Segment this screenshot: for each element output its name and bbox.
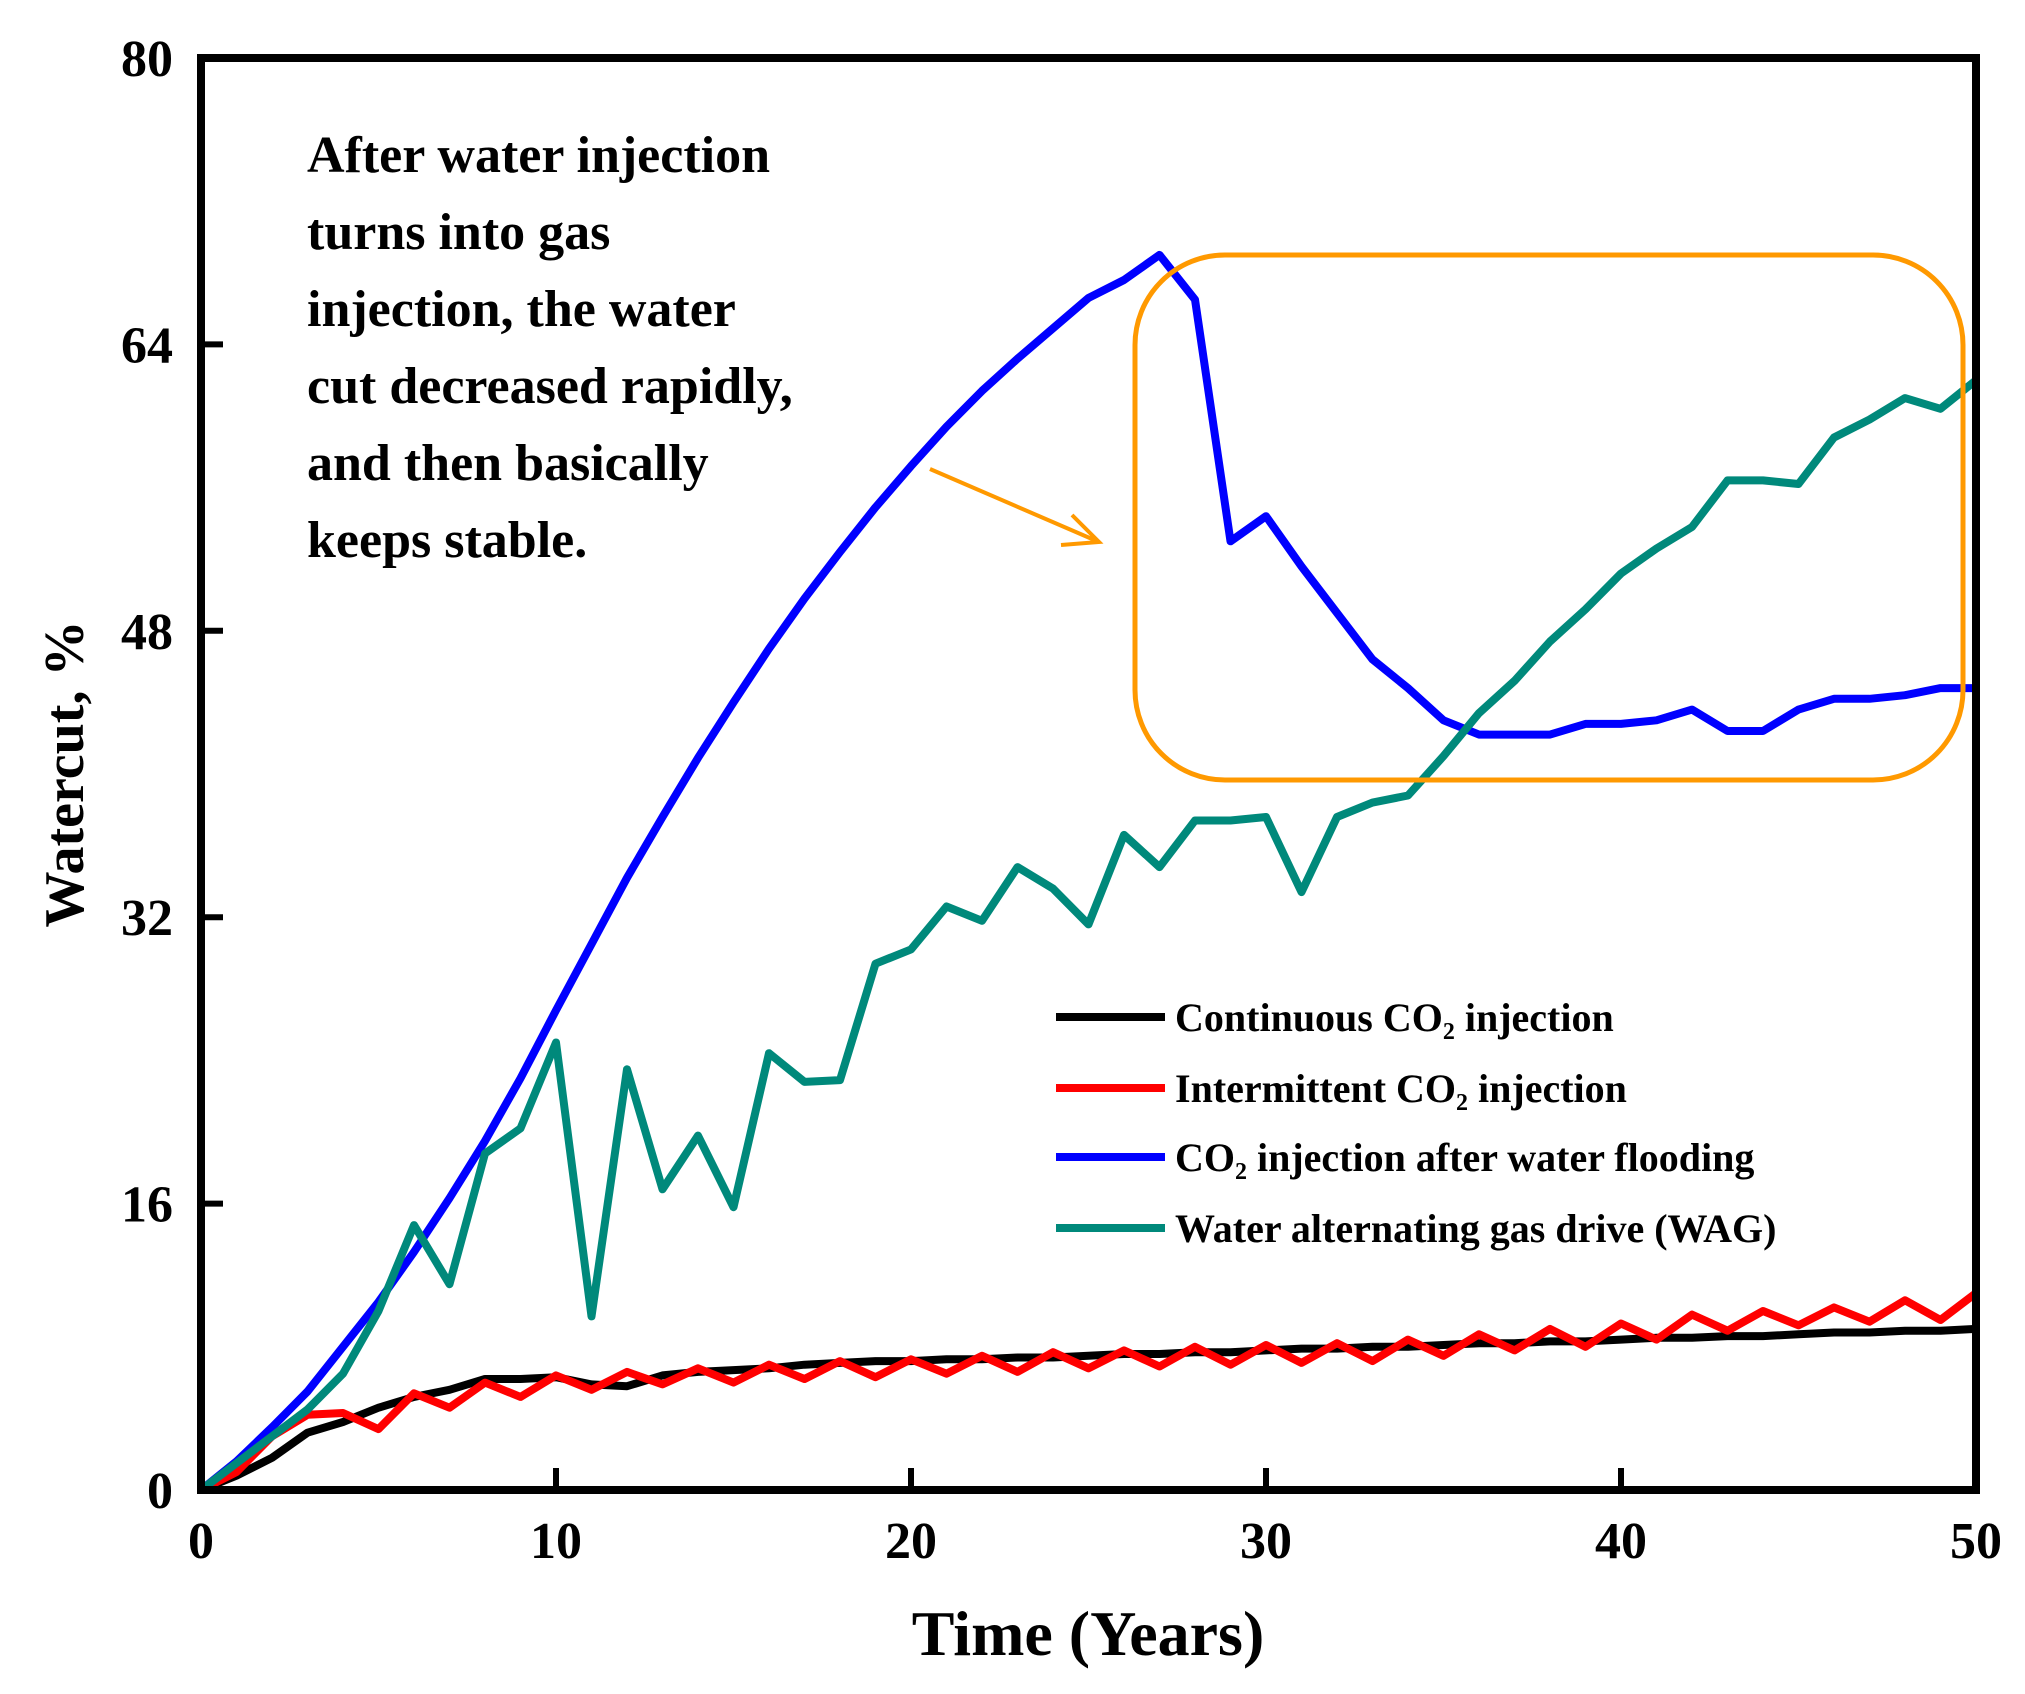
x-tick-label: 10 [530,1513,582,1570]
annotation-line: injection, the water [307,281,735,338]
annotation-line: turns into gas [307,204,610,261]
y-tick-label: 0 [147,1463,173,1520]
highlight-box [1132,252,1966,783]
plot-frame [197,54,1980,1494]
annotation-text: After water injection turns into gas inj… [307,127,806,569]
series-line-4 [198,377,1979,1494]
x-tick-label: 50 [1950,1513,2002,1570]
annotation-arrow [929,467,1104,547]
annotation-line: cut decreased rapidly, [307,358,793,415]
x-tick-label: 40 [1595,1513,1647,1570]
series-line-2 [199,1289,1979,1494]
y-tick-label: 64 [121,317,173,374]
annotation-line: After water injection [307,127,770,184]
legend-label: CO₂ injection after water flooding [1175,1135,1754,1180]
legend: Continuous CO₂ injection Intermittent CO₂… [1056,995,1776,1251]
legend-label: Intermittent CO₂ injection [1175,1066,1627,1111]
legend-label: Water alternating gas drive (WAG) [1175,1206,1776,1251]
x-axis-label: Time (Years) [912,1598,1265,1669]
ticks-layer: 0 10 20 30 40 50 0 16 32 48 64 80 [121,31,2002,1570]
x-tick-label: 30 [1240,1513,1292,1570]
y-tick-label: 16 [121,1177,173,1234]
series-line-3 [198,250,1976,1494]
annotation-line: keeps stable. [307,512,587,569]
y-tick-label: 32 [121,890,173,947]
y-tick-label: 80 [121,31,173,88]
series-layer [198,250,1979,1494]
x-tick-label: 0 [188,1513,214,1570]
annotation-line: and then basically [307,435,709,492]
y-axis-label: Watercut, % [34,621,96,928]
x-tick-label: 20 [885,1513,937,1570]
legend-label: Continuous CO₂ injection [1175,995,1614,1040]
series-line-1 [199,1324,1977,1494]
y-tick-label: 48 [121,604,173,661]
